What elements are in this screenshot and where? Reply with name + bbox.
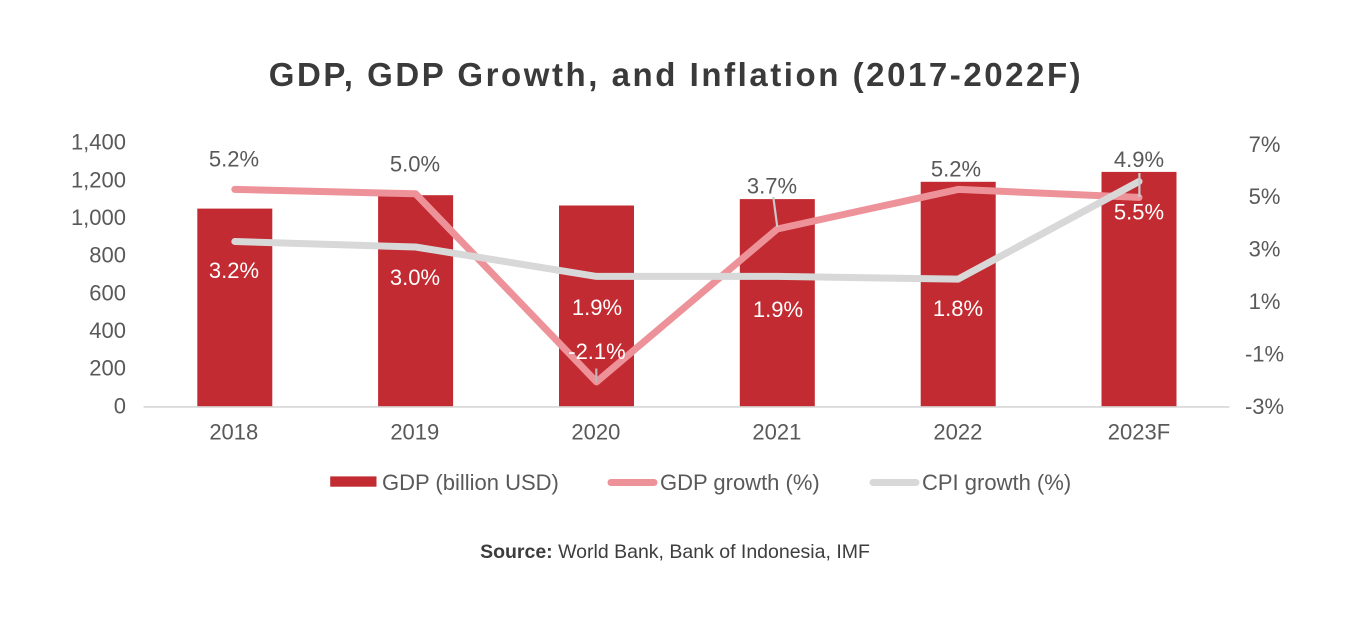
svg-text:-2.1%: -2.1% <box>568 339 625 364</box>
svg-text:200: 200 <box>89 356 126 381</box>
svg-text:-3%: -3% <box>1245 394 1284 419</box>
svg-text:1%: 1% <box>1249 289 1281 314</box>
svg-text:4.9%: 4.9% <box>1114 147 1164 172</box>
svg-text:Source: World Bank, Bank of In: Source: World Bank, Bank of Indonesia, I… <box>480 541 870 563</box>
svg-text:2021: 2021 <box>752 420 801 445</box>
svg-text:3.0%: 3.0% <box>390 265 440 290</box>
svg-text:3.7%: 3.7% <box>747 174 797 199</box>
svg-text:1,200: 1,200 <box>71 167 126 192</box>
svg-text:3.2%: 3.2% <box>209 258 259 283</box>
svg-text:3%: 3% <box>1249 236 1281 261</box>
svg-text:1.9%: 1.9% <box>572 295 622 320</box>
svg-text:400: 400 <box>89 318 126 343</box>
svg-text:5.5%: 5.5% <box>1114 200 1164 225</box>
svg-text:1,000: 1,000 <box>71 205 126 230</box>
svg-text:800: 800 <box>89 243 126 268</box>
svg-text:CPI growth (%): CPI growth (%) <box>922 470 1071 495</box>
svg-text:GDP (billion USD): GDP (billion USD) <box>382 470 559 495</box>
svg-text:5.0%: 5.0% <box>390 152 440 177</box>
svg-text:2023F: 2023F <box>1108 420 1170 445</box>
svg-text:-1%: -1% <box>1245 341 1284 366</box>
svg-text:0: 0 <box>114 393 126 418</box>
svg-text:2019: 2019 <box>390 420 439 445</box>
svg-text:600: 600 <box>89 280 126 305</box>
svg-text:7%: 7% <box>1249 132 1281 157</box>
svg-text:5.2%: 5.2% <box>209 147 259 172</box>
svg-text:1,400: 1,400 <box>71 130 126 155</box>
svg-text:5%: 5% <box>1249 184 1281 209</box>
svg-text:GDP growth (%): GDP growth (%) <box>660 470 820 495</box>
svg-text:2020: 2020 <box>571 420 620 445</box>
svg-text:1.8%: 1.8% <box>933 296 983 321</box>
svg-text:2022: 2022 <box>933 420 982 445</box>
svg-text:1.9%: 1.9% <box>753 297 803 322</box>
svg-text:5.2%: 5.2% <box>931 157 981 182</box>
svg-text:2018: 2018 <box>209 420 258 445</box>
svg-text:GDP, GDP Growth, and Inflation: GDP, GDP Growth, and Inflation (2017-202… <box>269 56 1083 93</box>
